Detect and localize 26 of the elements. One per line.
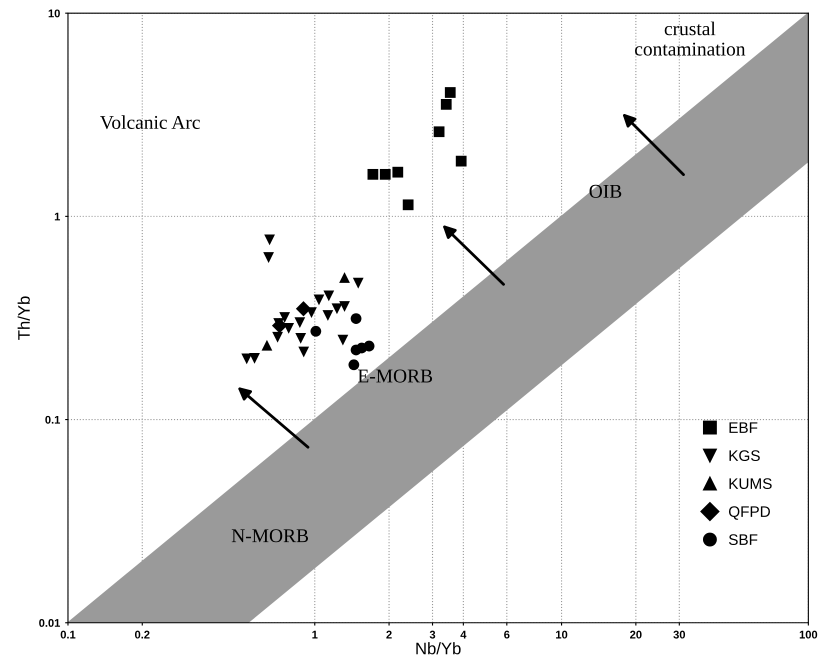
legend-label: QFPD [728,506,770,520]
legend-label: KUMS [730,478,772,490]
y-tick-label: 10 [48,9,60,18]
annotation: crustal contamination [635,22,746,56]
x-tick-label: 20 [630,630,642,639]
y-tick-label: 0.01 [39,619,60,627]
annotation: Volcanic Arc [100,115,200,130]
legend-label: SBF [728,534,758,546]
legend-label: EBF [730,422,758,433]
x-tick-label: 6 [504,630,510,639]
x-tick-label: 4 [460,630,466,638]
x-tick-label: 10 [556,630,568,639]
x-tick-label: 0.1 [60,630,76,639]
x-axis-title: Nb/Yb [416,642,461,654]
legend-label: KGS [730,450,760,462]
x-tick-label: 1 [312,630,318,638]
x-tick-label: 3 [430,630,436,639]
x-tick-label: 0.2 [134,630,150,639]
x-tick-label: 2 [386,630,392,638]
y-axis-title: Th/Yb [18,296,30,340]
y-tick-label: 0.1 [45,416,60,424]
y-tick-label: 1 [54,212,60,220]
x-tick-label: 100 [800,630,818,639]
annotation: N-MORB [232,529,308,542]
annotation: OIB [590,184,622,198]
x-tick-label: 30 [673,630,686,639]
